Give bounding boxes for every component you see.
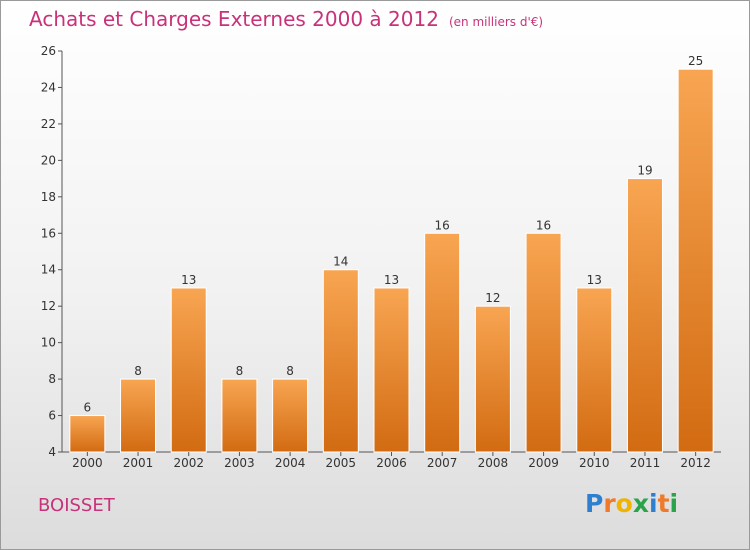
y-tick-label: 24 xyxy=(41,80,56,94)
x-tick-label: 2010 xyxy=(579,456,610,470)
x-tick-label: 2009 xyxy=(528,456,559,470)
y-tick-label: 18 xyxy=(41,190,56,204)
y-tick-label: 16 xyxy=(41,226,56,240)
bar xyxy=(424,232,461,453)
bar-value-label: 16 xyxy=(435,218,450,232)
commune-name: BOISSET xyxy=(38,495,115,516)
proxiti-logo: Proxiti xyxy=(585,489,678,518)
logo-letter: x xyxy=(632,489,649,518)
bar xyxy=(272,378,309,453)
title-unit: (en milliers d'€) xyxy=(448,15,544,29)
x-tick-label: 2011 xyxy=(630,456,661,470)
bar xyxy=(322,269,359,453)
bar xyxy=(373,287,410,453)
bar-value-label: 12 xyxy=(485,291,500,305)
x-tick-label: 2000 xyxy=(72,456,103,470)
bar-value-label: 8 xyxy=(134,364,142,378)
bar xyxy=(474,305,511,453)
logo-letter: P xyxy=(585,489,604,518)
bar xyxy=(170,287,207,453)
logo-letter: i xyxy=(649,489,658,518)
bar xyxy=(626,178,663,453)
y-tick-label: 26 xyxy=(41,44,56,58)
x-tick-label: 2004 xyxy=(275,456,306,470)
x-tick-label: 2012 xyxy=(680,456,711,470)
y-tick-label: 12 xyxy=(41,299,56,313)
x-tick-label: 2002 xyxy=(173,456,204,470)
bar-value-label: 6 xyxy=(84,401,92,415)
bar-value-label: 14 xyxy=(333,255,348,269)
bar-value-label: 13 xyxy=(181,273,196,287)
y-tick-label: 10 xyxy=(41,336,56,350)
bar-value-label: 25 xyxy=(688,54,703,68)
y-tick-label: 8 xyxy=(48,372,56,386)
y-tick-label: 4 xyxy=(48,445,56,459)
x-tick-label: 2008 xyxy=(478,456,509,470)
bar xyxy=(576,287,613,453)
bar-value-label: 8 xyxy=(236,364,244,378)
x-tick-label: 2006 xyxy=(376,456,407,470)
y-tick-label: 14 xyxy=(41,263,56,277)
logo-letter: o xyxy=(615,489,633,518)
y-tick-label: 6 xyxy=(48,409,56,423)
bar xyxy=(120,378,157,453)
logo-letter: r xyxy=(603,489,616,518)
x-tick-label: 2001 xyxy=(123,456,154,470)
logo-letter: i xyxy=(669,489,679,518)
chart-title: Achats et Charges Externes 2000 à 2012 (e… xyxy=(29,7,543,31)
x-tick-label: 2005 xyxy=(326,456,357,470)
y-tick-label: 20 xyxy=(41,153,56,167)
bar xyxy=(69,415,106,453)
x-tick-label: 2007 xyxy=(427,456,458,470)
bar xyxy=(677,68,714,453)
x-tick-label: 2003 xyxy=(224,456,255,470)
title-text: Achats et Charges Externes 2000 à 2012 xyxy=(29,7,439,31)
y-tick-label: 22 xyxy=(41,117,56,131)
bar-value-label: 16 xyxy=(536,218,551,232)
bar-value-label: 13 xyxy=(587,273,602,287)
bar-value-label: 13 xyxy=(384,273,399,287)
logo-letter: t xyxy=(657,489,670,518)
bar xyxy=(221,378,258,453)
bar-value-label: 19 xyxy=(637,164,652,178)
bar-value-label: 8 xyxy=(286,364,294,378)
bar xyxy=(525,232,562,453)
